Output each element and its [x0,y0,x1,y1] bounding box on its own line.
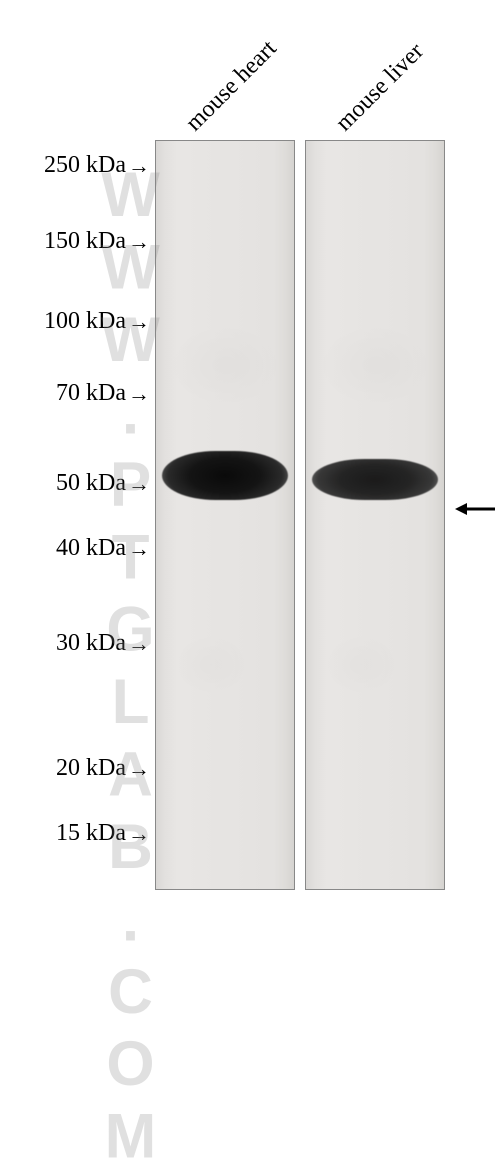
marker-40-label: 40 kDa [56,535,126,562]
marker-arrow-icon: → [128,538,150,560]
lane-label-1: mouse heart [181,35,283,137]
lane-labels-group: mouse heart mouse liver [0,0,500,140]
marker-70: 70 kDa→ [56,380,150,407]
marker-100: 100 kDa→ [44,308,150,335]
marker-50: 50 kDa→ [56,470,150,497]
marker-arrow-icon: → [128,311,150,333]
marker-70-label: 70 kDa [56,380,126,407]
marker-arrow-icon: → [128,155,150,177]
lane-label-2: mouse liver [331,38,430,137]
arrow-left-icon [455,500,495,518]
blot-figure: mouse heart mouse liver 250 kDa→ 150 kDa… [0,0,500,903]
marker-150: 150 kDa→ [44,228,150,255]
lane-liver [305,140,445,890]
marker-20: 20 kDa→ [56,755,150,782]
marker-30: 30 kDa→ [56,630,150,657]
marker-30-label: 30 kDa [56,630,126,657]
marker-250: 250 kDa→ [44,152,150,179]
marker-20-label: 20 kDa [56,755,126,782]
lanes-area [155,140,445,890]
marker-50-label: 50 kDa [56,470,126,497]
marker-40: 40 kDa→ [56,535,150,562]
marker-arrow-icon: → [128,758,150,780]
band-indicator-arrow [455,500,495,518]
band-heart [162,451,289,500]
marker-arrow-icon: → [128,231,150,253]
marker-arrow-icon: → [128,823,150,845]
marker-100-label: 100 kDa [44,308,126,335]
marker-arrow-icon: → [128,383,150,405]
marker-15-label: 15 kDa [56,820,126,847]
band-liver [312,459,439,500]
marker-250-label: 250 kDa [44,152,126,179]
marker-arrow-icon: → [128,633,150,655]
marker-150-label: 150 kDa [44,228,126,255]
marker-15: 15 kDa→ [56,820,150,847]
marker-arrow-icon: → [128,473,150,495]
lane-heart [155,140,295,890]
